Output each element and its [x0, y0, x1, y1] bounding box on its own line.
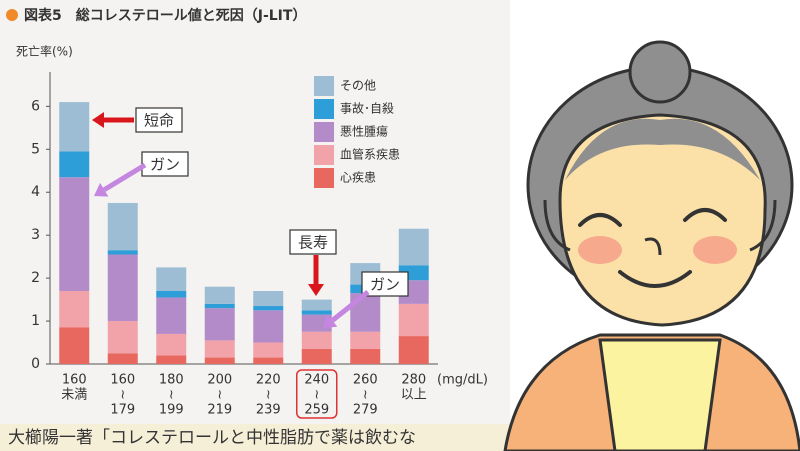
bar-segment: [301, 310, 332, 315]
bar-segment: [156, 297, 187, 334]
bar-segment: [204, 303, 235, 309]
y-tick-label: 4: [31, 184, 40, 200]
bar-segment: [301, 331, 332, 349]
y-axis-label: 死亡率(%): [16, 44, 73, 59]
x-tick-label: 179: [110, 403, 135, 418]
illustration: [503, 40, 800, 451]
x-tick-label: 220: [256, 373, 281, 388]
bar-segment: [107, 321, 138, 354]
legend-swatch: [314, 168, 334, 188]
bar-segment: [398, 336, 429, 364]
x-tick-label: 259: [304, 403, 329, 418]
x-tick-label: 279: [353, 403, 378, 418]
annotation-arrow: [330, 290, 370, 323]
annotation: 短命: [144, 112, 174, 130]
bar-segment: [253, 306, 284, 311]
annotation-box: [141, 151, 189, 177]
footer-band: [0, 424, 510, 451]
legend-swatch: [314, 145, 334, 165]
bar-segment: [107, 353, 138, 364]
x-tick-label: 160: [110, 373, 135, 388]
bar-segment: [107, 254, 138, 322]
x-tick-label: 200: [207, 373, 232, 388]
bar-segment: [253, 342, 284, 358]
annotation-arrowhead: [94, 182, 109, 197]
x-tick-label: ≀: [217, 388, 222, 403]
x-tick-label: 260: [353, 373, 378, 388]
bar-segment: [253, 291, 284, 307]
legend-swatch: [314, 99, 334, 119]
x-tick-label: 180: [159, 373, 184, 388]
x-tick-label: ≀: [120, 388, 125, 403]
bar-segment: [204, 340, 235, 358]
x-tick-label: 未満: [61, 388, 87, 403]
annotation: ガン: [150, 156, 180, 174]
legend-label: 心疾患: [340, 170, 376, 185]
bar-segment: [350, 331, 381, 349]
bar-segment: [107, 250, 138, 255]
bar-segment: [253, 357, 284, 364]
x-tick-label: 240: [304, 373, 329, 388]
chart-title: 図表5 総コレステロール値と死因（J-LIT）: [24, 7, 306, 24]
annotation-arrowhead: [92, 112, 104, 128]
x-tick-label: 280: [401, 373, 426, 388]
y-tick-label: 2: [31, 270, 40, 286]
x-tick-label: 199: [159, 403, 184, 418]
title-bullet: [6, 9, 18, 21]
bar-segment: [350, 348, 381, 364]
x-tick-label: ≀: [363, 388, 368, 403]
bar-segment: [204, 357, 235, 364]
bar-segment: [156, 267, 187, 291]
bar-segment: [156, 333, 187, 356]
annotation-box: [135, 107, 183, 133]
bar-segment: [59, 327, 90, 364]
annotation-box: [289, 229, 337, 255]
bar-segment: [59, 177, 90, 291]
bar-segment: [204, 286, 235, 304]
y-tick-label: 0: [31, 356, 40, 372]
annotation-arrowhead: [323, 314, 338, 328]
x-tick-label: ≀: [314, 388, 319, 403]
annotation-arrowhead: [308, 284, 324, 296]
legend-label: 事故･自殺: [340, 101, 394, 116]
legend-label: その他: [340, 79, 376, 93]
y-tick-label: 5: [31, 141, 40, 157]
footer: 大櫛陽一著「コレステロールと中性脂肪で薬は飲むな: [8, 428, 416, 448]
x-tick-label: 239: [256, 403, 281, 418]
legend-label: 血管系疾患: [340, 147, 400, 162]
x-tick-label: 160: [62, 373, 87, 388]
bar-segment: [59, 291, 90, 328]
legend-swatch: [314, 76, 334, 96]
annotation: ガン: [370, 276, 400, 294]
legend-label: 悪性腫瘍: [340, 124, 388, 139]
x-tick-label: 以上: [401, 388, 427, 403]
bar-segment: [253, 310, 284, 343]
y-tick-label: 3: [31, 227, 40, 243]
bar-segment: [59, 151, 90, 178]
bar-segment: [301, 348, 332, 364]
legend-swatch: [314, 122, 334, 142]
bar-segment: [301, 299, 332, 311]
x-tick-label: 219: [207, 403, 232, 418]
annotation-arrow: [102, 162, 147, 192]
bar-segment: [156, 291, 187, 298]
highlight-box: [296, 369, 338, 419]
x-tick-label: ≀: [169, 388, 174, 403]
bar-segment: [204, 308, 235, 341]
annotation-box: [361, 271, 409, 297]
bar-segment: [59, 102, 90, 152]
x-unit: (mg/dL): [437, 373, 488, 388]
bar-segment: [156, 355, 187, 364]
y-tick-label: 1: [31, 313, 40, 329]
y-tick-label: 6: [31, 98, 40, 114]
bar-segment: [398, 303, 429, 337]
bar-segment: [107, 202, 138, 251]
bar-segment: [350, 293, 381, 332]
x-tick-label: ≀: [266, 388, 271, 403]
annotation: 長寿: [298, 234, 328, 252]
bar-segment: [398, 228, 429, 266]
